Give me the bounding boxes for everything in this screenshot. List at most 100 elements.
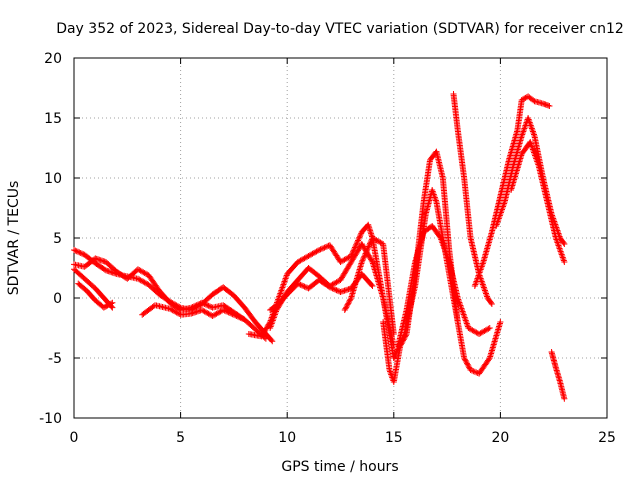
data-point: [332, 286, 339, 293]
data-point: [200, 300, 207, 307]
data-point: [73, 248, 80, 255]
data-point: [77, 250, 84, 256]
data-point: [362, 250, 369, 257]
series-sat-d: [75, 280, 116, 311]
data-point: [353, 241, 360, 248]
series-sat-c: [71, 266, 116, 311]
data-point: [463, 359, 470, 365]
data-point: [488, 299, 495, 306]
data-point: [468, 367, 475, 374]
data-point: [72, 247, 79, 254]
y-tick-label: 10: [44, 171, 62, 187]
data-point: [356, 233, 363, 240]
data-point: [237, 314, 244, 321]
data-point: [461, 355, 468, 361]
data-point: [220, 307, 227, 313]
data-point: [366, 242, 373, 249]
data-point: [560, 239, 567, 246]
y-tick-label: 0: [53, 291, 62, 307]
data-point: [346, 297, 353, 304]
data-point: [360, 256, 367, 263]
series-sat-h: [267, 271, 376, 313]
data-point: [463, 360, 470, 367]
data-point: [485, 356, 492, 363]
data-point: [461, 356, 468, 363]
data-point: [368, 281, 375, 288]
data-point: [361, 253, 368, 260]
data-point: [400, 336, 407, 343]
data-point: [488, 301, 495, 307]
data-point: [345, 300, 352, 307]
data-point: [561, 241, 568, 247]
chart-title: Day 352 of 2023, Sidereal Day-to-day VTE…: [56, 21, 624, 37]
data-point: [400, 337, 407, 344]
data-point: [454, 319, 461, 325]
data-point: [193, 302, 200, 309]
data-point: [78, 250, 85, 257]
data-point: [466, 364, 473, 371]
data-point: [188, 304, 195, 311]
data-point: [189, 304, 196, 310]
data-point: [363, 247, 370, 254]
data-point: [317, 246, 324, 253]
data-point: [467, 367, 474, 373]
y-tick-label: -10: [39, 411, 62, 427]
data-point: [390, 331, 397, 337]
series-sat-p: [508, 139, 568, 265]
data-point: [360, 254, 367, 261]
data-point: [322, 244, 329, 250]
x-tick-label: 10: [278, 430, 296, 446]
data-point: [301, 283, 308, 290]
data-point: [353, 240, 360, 247]
data-point: [316, 247, 323, 253]
data-point: [342, 305, 349, 312]
x-axis-label: GPS time / hours: [281, 459, 398, 475]
data-point: [366, 240, 373, 247]
data-point: [355, 237, 362, 244]
series-sat-i: [341, 235, 397, 337]
data-point: [202, 301, 209, 308]
data-point: [76, 249, 83, 256]
data-point: [364, 246, 371, 253]
y-tick-label: -5: [48, 351, 62, 367]
data-point: [358, 259, 365, 265]
data-point: [436, 233, 443, 240]
axis-ticks: 0 5 10 15 20 25 -10 -5 0 5 10 15 20: [39, 51, 616, 446]
data-point: [236, 314, 243, 321]
y-tick-label: 5: [53, 231, 62, 247]
data-point: [347, 296, 354, 303]
data-point: [294, 280, 301, 287]
data-point: [561, 395, 568, 402]
data-point: [530, 97, 537, 104]
data-point: [101, 266, 108, 273]
data-point: [346, 299, 353, 305]
y-axis-label: SDTVAR / TECUs: [6, 181, 22, 296]
data-point: [194, 301, 201, 308]
data-point: [356, 234, 363, 241]
data-point: [365, 244, 372, 251]
data-point: [368, 257, 375, 264]
data-point: [341, 307, 348, 313]
data-point: [234, 313, 241, 320]
data-point: [318, 245, 325, 252]
y-tick-label: 20: [44, 51, 62, 67]
data-point: [359, 257, 366, 264]
data-point: [297, 281, 304, 288]
data-point: [196, 301, 203, 307]
data-point: [518, 97, 525, 103]
data-point: [74, 248, 81, 255]
data-point: [232, 312, 239, 319]
data-point: [485, 325, 492, 332]
data-point: [369, 283, 376, 289]
data-point: [521, 95, 528, 102]
data-point: [363, 249, 370, 256]
data-points: [71, 91, 568, 402]
data-point: [314, 247, 321, 254]
data-point: [471, 368, 478, 375]
data-point: [300, 283, 307, 289]
data-point: [343, 304, 350, 311]
data-point: [240, 316, 247, 322]
data-point: [204, 302, 211, 309]
data-point: [343, 303, 350, 309]
